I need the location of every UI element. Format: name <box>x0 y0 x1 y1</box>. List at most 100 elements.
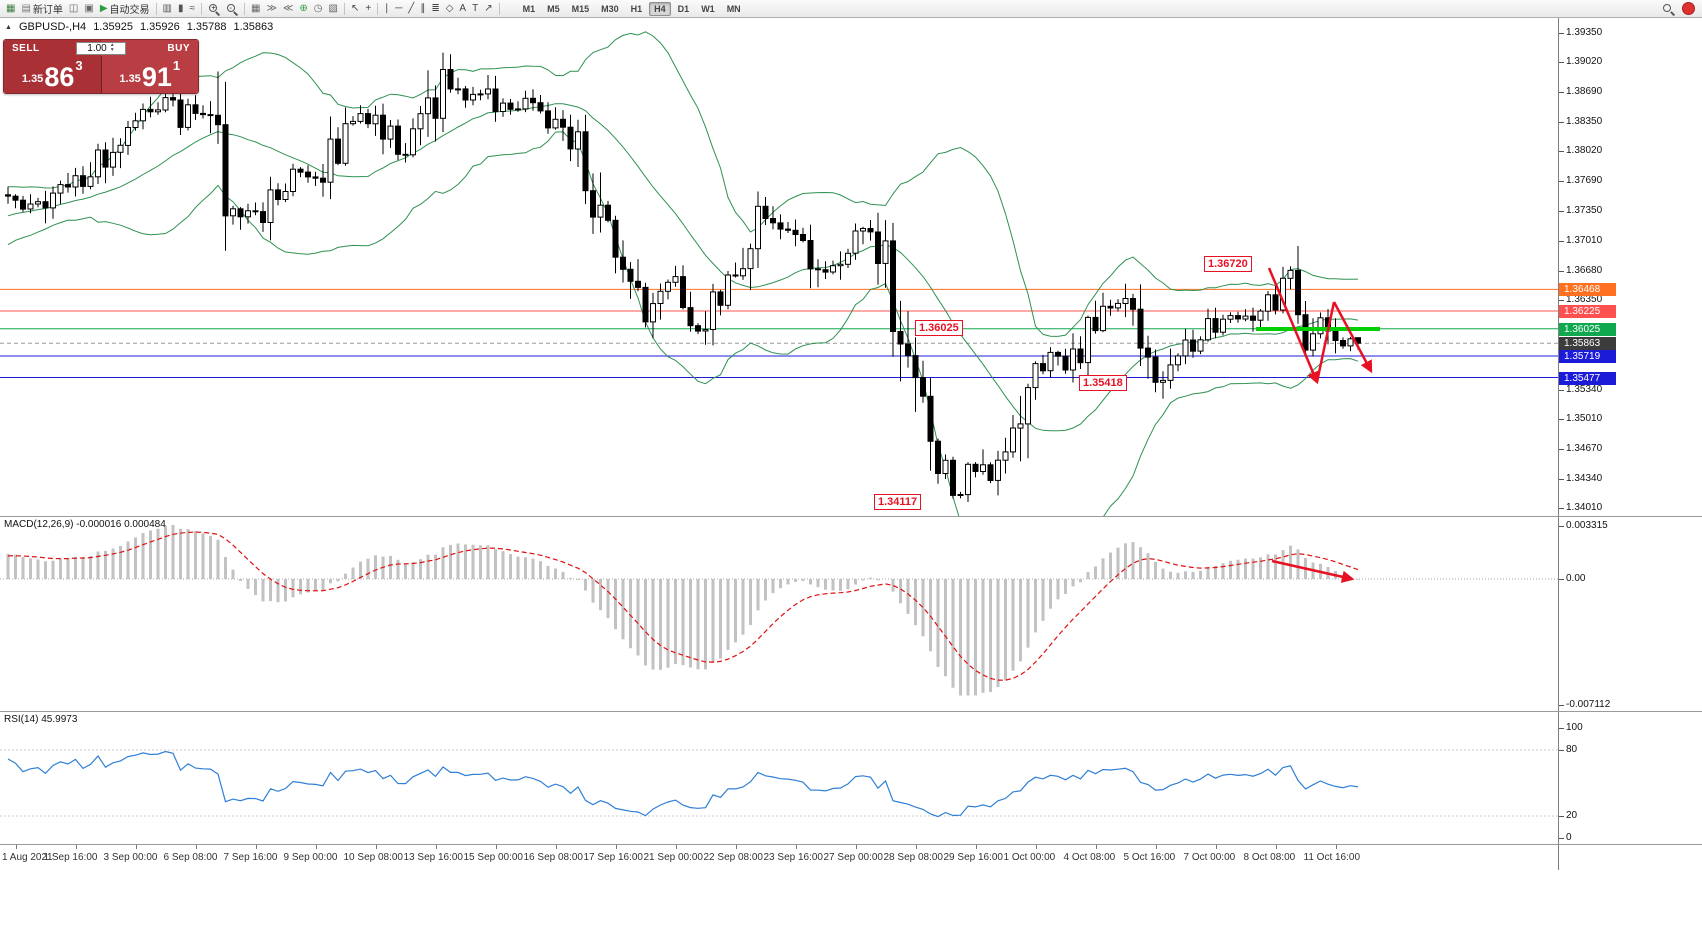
timeframe-m5[interactable]: M5 <box>547 3 560 14</box>
chart-windows-button[interactable]: ◫ <box>66 1 81 17</box>
candlestick-chart[interactable] <box>0 18 1558 516</box>
horizontal-line-icon: ─ <box>395 2 403 14</box>
autotrading-button[interactable]: ▶ 自动交易 <box>97 1 153 17</box>
periods-button[interactable]: ◷ <box>311 1 326 17</box>
time-label: 15 Sep 00:00 <box>463 852 524 863</box>
time-label: 7 Sep 16:00 <box>223 852 278 863</box>
timeframe-h4[interactable]: H4 <box>649 1 671 16</box>
collapse-trade-panel-icon[interactable]: ▲ <box>5 23 12 31</box>
zoom-out-button[interactable]: - <box>223 1 241 17</box>
new-order-icon: ▤ <box>21 2 31 14</box>
price-axis-label: 1.35340 <box>1558 383 1603 395</box>
time-label: 6 Sep 08:00 <box>163 852 218 863</box>
rsi-chart <box>0 749 1558 818</box>
timeframe-w1[interactable]: W1 <box>701 3 715 14</box>
crosshair-button[interactable]: + <box>362 1 374 17</box>
auto-scroll-button[interactable]: ≫ <box>263 1 279 17</box>
timeframe-m15[interactable]: M15 <box>571 3 590 14</box>
toolbar-separator <box>155 2 157 15</box>
templates-button[interactable]: ▧ <box>326 1 341 17</box>
price-axis-label: 1.34340 <box>1558 472 1603 484</box>
text-button[interactable]: A <box>456 1 469 17</box>
time-label: 10 Sep 08:00 <box>343 852 404 863</box>
zoom-in-button[interactable]: + <box>205 1 223 17</box>
time-tick <box>435 845 437 849</box>
toolbar-separator <box>377 2 379 15</box>
price-axis-tag: 1.35719 <box>1559 349 1616 363</box>
time-tick <box>675 845 677 849</box>
bar-chart-icon: ▥ <box>162 2 172 14</box>
arrows-button[interactable]: ↗ <box>481 1 495 17</box>
pane-separator[interactable] <box>0 844 1702 845</box>
ohlc-low: 1.35788 <box>186 21 227 33</box>
rsi-axis-label: 100 <box>1559 722 1583 733</box>
zoom-in-icon: + <box>208 3 220 15</box>
timeframe-d1[interactable]: D1 <box>677 3 690 14</box>
time-tick <box>75 845 77 849</box>
shapes-button[interactable]: ◇ <box>443 1 457 17</box>
new-chart-icon: ▦ <box>6 2 16 14</box>
tile-windows-icon: ▦ <box>250 2 261 14</box>
indicators-button[interactable]: ⊕ <box>296 1 310 17</box>
price-axis-column[interactable]: 1.39350 1.39020 1.38690 1.38350 1.38020 1.376… <box>1558 18 1702 870</box>
rsi-pane[interactable]: RSI(14) 45.9973 <box>0 712 1558 844</box>
line-chart-button[interactable]: ≈ <box>186 1 198 17</box>
lot-spinner[interactable]: ▲ ▼ <box>110 43 115 53</box>
timeframe-m1[interactable]: M1 <box>522 3 536 14</box>
vertical-line-button[interactable]: ∣ <box>381 1 392 17</box>
buy-price-pip-digit: 1 <box>172 58 181 73</box>
tile-windows-button[interactable]: ▦ <box>248 1 263 17</box>
lot-size-input[interactable]: 1.00 ▲ ▼ <box>76 41 126 55</box>
rsi-label: RSI(14) 45.9973 <box>4 714 78 725</box>
time-label: 7 Oct 00:00 <box>1183 852 1236 863</box>
time-label: 16 Sep 08:00 <box>523 852 584 863</box>
spin-down-icon[interactable]: ▼ <box>109 47 115 53</box>
toolbar-separator <box>200 2 202 15</box>
time-label: 1 Aug 2021 <box>2 852 53 863</box>
buy-price-button[interactable]: 1.35 91 1 <box>101 56 198 93</box>
fibonacci-icon: ≣ <box>431 2 440 14</box>
trendline-button[interactable]: ╱ <box>405 1 417 17</box>
timeframe-mn[interactable]: MN <box>726 3 741 14</box>
pane-separator[interactable] <box>0 516 1702 517</box>
bar-chart-button[interactable]: ▥ <box>160 1 175 17</box>
channel-button[interactable]: ∥ <box>417 1 428 17</box>
timeframe-toolbar: M1 M5 M15 M30 H1 H4 D1 W1 MN <box>517 0 747 17</box>
profiles-icon: ▣ <box>84 2 94 14</box>
time-axis[interactable]: 1 Aug 2021 1 Sep 16:00 3 Sep 00:00 6 Sep 08… <box>0 845 1558 870</box>
price-chart-pane[interactable]: ▲ GBPUSD-,H4 1.35925 1.35926 1.35788 1.3… <box>0 18 1558 516</box>
macd-pane[interactable]: MACD(12,26,9) -0.000016 0.000484 <box>0 517 1558 711</box>
time-label: 1 Oct 00:00 <box>1003 852 1056 863</box>
fibonacci-button[interactable]: ≣ <box>428 1 442 17</box>
one-click-trading-panel: SELL 1.00 ▲ ▼ BUY 1.35 86 3 1.35 91 1 <box>3 39 199 94</box>
text-icon: A <box>459 2 467 14</box>
new-chart-button[interactable]: ▦ <box>3 1 18 17</box>
timeframe-m30[interactable]: M30 <box>601 3 619 14</box>
macd-axis-zero: 0.00 <box>1558 573 1586 584</box>
time-tick <box>1035 845 1037 849</box>
trendline-icon: ╱ <box>408 2 415 14</box>
macd-chart <box>0 525 1558 696</box>
profiles-button[interactable]: ▣ <box>81 1 96 17</box>
ohlc-open: 1.35925 <box>93 21 133 33</box>
crosshair-icon: + <box>365 2 372 14</box>
lot-size-value: 1.00 <box>87 42 107 54</box>
price-axis-label: 1.39350 <box>1558 27 1603 38</box>
candlestick-chart-button[interactable]: ▮ <box>175 1 187 17</box>
pane-separator[interactable] <box>0 711 1702 712</box>
label-button[interactable]: T <box>469 1 481 17</box>
rsi-axis-label: 0 <box>1559 832 1572 843</box>
sell-button-label[interactable]: SELL <box>12 42 40 54</box>
chart-shift-button[interactable]: ≪ <box>280 1 296 17</box>
search-icon <box>1662 3 1674 15</box>
horizontal-line-button[interactable]: ─ <box>392 1 405 17</box>
search-button[interactable] <box>1659 1 1677 17</box>
spin-up-icon[interactable]: ▲ <box>109 42 115 48</box>
timeframe-h1[interactable]: H1 <box>630 3 643 14</box>
new-order-button[interactable]: ▤ 新订单 <box>18 1 65 17</box>
time-label: 9 Sep 00:00 <box>283 852 338 863</box>
buy-button-label[interactable]: BUY <box>167 42 190 54</box>
sell-price-button[interactable]: 1.35 86 3 <box>4 56 102 93</box>
cursor-button[interactable]: ↖ <box>348 1 362 17</box>
notification-badge[interactable] <box>1682 2 1695 15</box>
